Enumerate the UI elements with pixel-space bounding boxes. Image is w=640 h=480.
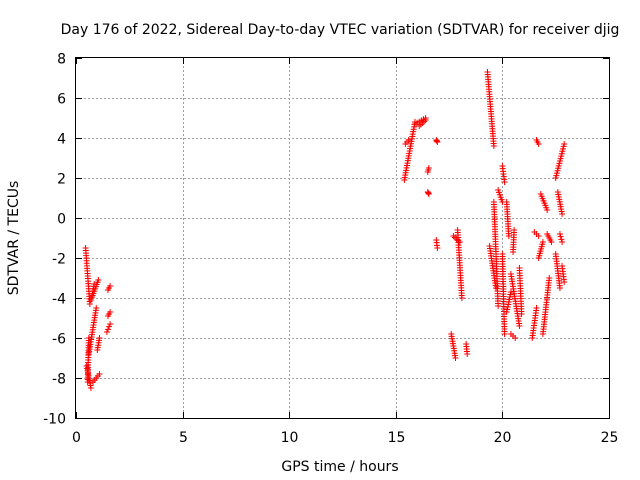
y-tick-label: 2 [57, 172, 66, 188]
x-axis-label: GPS time / hours [281, 459, 398, 475]
data-point [464, 351, 471, 357]
y-tick-label: -8 [52, 372, 66, 388]
data-point [434, 139, 441, 145]
data-point [561, 279, 568, 285]
data-point [544, 207, 551, 213]
data-point [106, 323, 113, 330]
data-point [561, 141, 568, 147]
data-point [425, 165, 432, 171]
data-point [511, 227, 518, 233]
data-point [95, 277, 102, 283]
data-point [87, 385, 94, 391]
y-tick-label: -6 [52, 332, 66, 348]
data-point [559, 211, 566, 217]
data-points [82, 69, 568, 391]
data-point [556, 285, 563, 291]
plot-frame [75, 57, 610, 419]
data-point [91, 281, 98, 287]
data-point [501, 179, 508, 185]
data-point [433, 138, 440, 144]
data-point [107, 309, 114, 315]
y-tick-label: 4 [57, 132, 66, 148]
data-point [557, 233, 564, 240]
data-point [501, 331, 508, 337]
chart-title: Day 176 of 2022, Sidereal Day-to-day VTE… [61, 22, 620, 38]
axis-ticks: 0 5 10 15 20 25 -10 -8 -6 -4 -2 0 2 4 6 8 [43, 52, 618, 447]
data-point [107, 283, 114, 289]
data-point [103, 329, 110, 335]
data-point [495, 303, 502, 309]
data-point [493, 285, 500, 291]
data-point [505, 233, 512, 239]
data-point [107, 321, 114, 327]
x-tick-label: 15 [388, 430, 406, 446]
data-point [405, 137, 412, 143]
data-point [425, 191, 432, 197]
x-tick-label: 5 [179, 430, 188, 446]
data-point [458, 295, 465, 301]
y-tick-label: 8 [57, 52, 66, 68]
y-tick-label: -4 [52, 292, 66, 308]
data-point [558, 236, 565, 243]
y-tick-label: -10 [43, 412, 66, 428]
data-point [548, 239, 555, 245]
data-point [507, 289, 514, 295]
data-point [535, 233, 542, 239]
data-point [556, 231, 563, 237]
data-point [96, 371, 103, 377]
data-point [425, 190, 432, 196]
data-point [434, 245, 441, 251]
y-axis-label: SDTVAR / TECUs [6, 181, 22, 296]
data-point [86, 301, 93, 307]
data-point [490, 143, 497, 149]
data-point [104, 326, 111, 333]
data-point [93, 305, 100, 311]
x-tick-label: 0 [72, 430, 81, 446]
x-tick-label: 10 [281, 430, 299, 446]
y-tick-label: 0 [57, 212, 66, 228]
x-tick-label: 20 [494, 430, 512, 446]
data-point [516, 323, 523, 329]
x-tick-label: 25 [601, 430, 619, 446]
data-point [533, 305, 540, 311]
data-point [546, 275, 553, 281]
y-tick-label: -2 [52, 252, 66, 268]
data-point [539, 239, 546, 245]
grid-layer [76, 58, 609, 418]
data-point [559, 239, 566, 245]
data-point [512, 335, 519, 341]
data-point [452, 355, 459, 361]
data-point [96, 335, 103, 341]
data-point [518, 311, 525, 317]
data-point [535, 141, 542, 147]
data-point [422, 117, 429, 123]
y-tick-label: 6 [57, 92, 66, 108]
